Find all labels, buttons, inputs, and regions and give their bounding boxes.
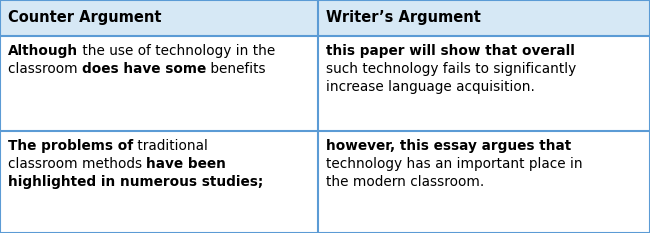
Text: benefits: benefits bbox=[206, 62, 266, 76]
Text: the use of technology in the: the use of technology in the bbox=[78, 44, 276, 58]
Text: the modern classroom.: the modern classroom. bbox=[326, 175, 484, 189]
Text: Although: Although bbox=[8, 44, 78, 58]
Text: have been: have been bbox=[146, 157, 226, 171]
Text: classroom: classroom bbox=[8, 62, 82, 76]
Bar bbox=[0, 131, 650, 233]
Bar bbox=[0, 0, 650, 36]
Text: highlighted in numerous studies;: highlighted in numerous studies; bbox=[8, 175, 263, 189]
Bar bbox=[0, 36, 650, 131]
Text: this paper will show that overall: this paper will show that overall bbox=[326, 44, 575, 58]
Text: such technology fails to significantly: such technology fails to significantly bbox=[326, 62, 577, 76]
Text: The problems of: The problems of bbox=[8, 139, 133, 153]
Text: classroom methods: classroom methods bbox=[8, 157, 146, 171]
Text: Writer’s Argument: Writer’s Argument bbox=[326, 10, 481, 25]
Text: Counter Argument: Counter Argument bbox=[8, 10, 161, 25]
Text: technology has an important place in: technology has an important place in bbox=[326, 157, 582, 171]
Text: traditional: traditional bbox=[133, 139, 208, 153]
Text: increase language acquisition.: increase language acquisition. bbox=[326, 80, 535, 94]
Text: does have some: does have some bbox=[82, 62, 206, 76]
Text: however, this essay argues that: however, this essay argues that bbox=[326, 139, 571, 153]
